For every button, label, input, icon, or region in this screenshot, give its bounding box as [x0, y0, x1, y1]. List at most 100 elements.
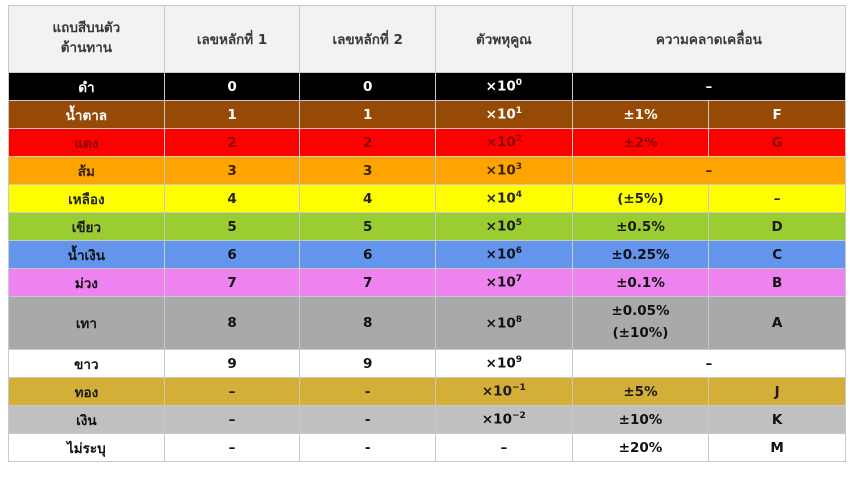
digit2-cell: 0	[299, 72, 437, 101]
header-band-color-line2: ต้านทาน	[60, 40, 113, 56]
multiplier-exponent: 3	[515, 162, 523, 173]
resistor-color-code-table-container: แถบสีบนตัว ต้านทาน เลขหลักที่ 1 เลขหลักท…	[8, 5, 847, 462]
tolerance-cell: ±20%	[571, 433, 710, 462]
multiplier-exponent: −2	[511, 411, 526, 422]
multiplier-cell: ×10−1	[435, 377, 573, 406]
multiplier-cell: ×105	[435, 212, 573, 241]
band-color-cell: เทา	[8, 296, 165, 350]
digit2-cell: -	[299, 377, 437, 406]
multiplier-base: ×10	[485, 246, 516, 263]
tolerance-cell: ±10%	[571, 405, 710, 434]
header-digit2: เลขหลักที่ 2	[299, 5, 437, 73]
multiplier-base: ×10	[485, 190, 516, 207]
multiplier-base: ×10	[481, 383, 512, 400]
table-row: แดง 2 2 ×102 ±2% G	[8, 128, 846, 157]
header-tolerance: ความคลาดเคลื่อน	[571, 5, 847, 73]
digit2-cell: 8	[299, 296, 437, 350]
tolerance-code-cell: F	[708, 100, 846, 129]
tolerance-code-cell: C	[708, 240, 846, 269]
digit1-cell: 4	[163, 184, 301, 213]
multiplier-exponent: 2	[515, 134, 523, 145]
table-row: ไม่ระบุ – - – ±20% M	[8, 433, 846, 462]
tolerance-cell: –	[571, 349, 847, 378]
band-color-cell: ทอง	[8, 377, 165, 406]
multiplier-base: ×10	[485, 78, 516, 95]
tolerance-code-cell: B	[708, 268, 846, 297]
tolerance-cell: ±0.05% (±10%)	[571, 296, 710, 350]
digit1-cell: 1	[163, 100, 301, 129]
table-row: ส้ม 3 3 ×103–	[8, 156, 847, 185]
digit1-cell: 9	[163, 349, 301, 378]
table-row: ขาว 9 9 ×109–	[8, 349, 847, 378]
multiplier-exponent: 7	[515, 274, 523, 285]
multiplier-base: ×10	[485, 134, 516, 151]
band-color-cell: เขียว	[8, 212, 165, 241]
band-color-cell: ม่วง	[8, 268, 165, 297]
tolerance-code-cell: –	[708, 184, 846, 213]
band-color-cell: น้ำตาล	[8, 100, 165, 129]
multiplier-cell: ×100	[435, 72, 573, 101]
multiplier-base: ×10	[485, 355, 516, 372]
tolerance-cell: (±5%)	[571, 184, 710, 213]
digit1-cell: 8	[163, 296, 301, 350]
digit1-cell: 3	[163, 156, 301, 185]
band-color-cell: ส้ม	[8, 156, 165, 185]
tolerance-code-cell: K	[708, 405, 846, 434]
digit2-cell: -	[299, 433, 437, 462]
multiplier-exponent: −1	[511, 383, 526, 394]
digit1-cell: –	[163, 405, 301, 434]
table-row: น้ำเงิน 6 6 ×106 ±0.25% C	[8, 240, 846, 269]
digit2-cell: 6	[299, 240, 437, 269]
tolerance-cell: ±2%	[571, 128, 710, 157]
multiplier-cell: ×107	[435, 268, 573, 297]
table-row: เหลือง 4 4 ×104 (±5%) –	[8, 184, 846, 213]
tolerance-code-cell: M	[708, 433, 846, 462]
multiplier-base: –	[500, 439, 508, 456]
band-color-cell: เงิน	[8, 405, 165, 434]
band-color-cell: ขาว	[8, 349, 165, 378]
multiplier-exponent: 0	[515, 78, 523, 89]
multiplier-base: ×10	[485, 315, 516, 332]
band-color-cell: น้ำเงิน	[8, 240, 165, 269]
band-color-cell: ไม่ระบุ	[8, 433, 165, 462]
digit1-cell: 6	[163, 240, 301, 269]
tolerance-value: ±0.05%	[611, 303, 670, 320]
digit2-cell: 5	[299, 212, 437, 241]
tolerance-cell: ±0.1%	[571, 268, 710, 297]
multiplier-base: ×10	[481, 411, 512, 428]
digit2-cell: 3	[299, 156, 437, 185]
tolerance-value-alt: (±10%)	[612, 325, 669, 341]
table-row: น้ำตาล 1 1 ×101 ±1% F	[8, 100, 846, 129]
table-row: ม่วง 7 7 ×107 ±0.1% B	[8, 268, 846, 297]
multiplier-exponent: 5	[515, 218, 523, 229]
tolerance-code-cell: A	[708, 296, 846, 350]
table-row: เทา 8 8 ×108 ±0.05% (±10%) A	[8, 296, 846, 350]
digit1-cell: 5	[163, 212, 301, 241]
tolerance-code-cell: G	[708, 128, 846, 157]
table-row: ทอง – - ×10−1 ±5% J	[8, 377, 846, 406]
header-digit1: เลขหลักที่ 1	[163, 5, 301, 73]
multiplier-exponent: 9	[515, 355, 523, 366]
digit2-cell: 4	[299, 184, 437, 213]
multiplier-exponent: 6	[515, 246, 523, 257]
table-row: เขียว 5 5 ×105 ±0.5% D	[8, 212, 846, 241]
table-row: ดำ 0 0 ×100–	[8, 72, 847, 101]
band-color-cell: แดง	[8, 128, 165, 157]
digit2-cell: 9	[299, 349, 437, 378]
multiplier-base: ×10	[485, 106, 516, 123]
multiplier-cell: –	[435, 433, 573, 462]
tolerance-cell: ±0.25%	[571, 240, 710, 269]
digit1-cell: –	[163, 433, 301, 462]
header-multiplier: ตัวพหุคูณ	[435, 5, 573, 73]
multiplier-exponent: 8	[515, 314, 523, 325]
header-row: แถบสีบนตัว ต้านทาน เลขหลักที่ 1 เลขหลักท…	[8, 5, 847, 73]
multiplier-cell: ×102	[435, 128, 573, 157]
multiplier-exponent: 1	[515, 106, 523, 117]
digit2-cell: 2	[299, 128, 437, 157]
table-body: ดำ 0 0 ×100– น้ำตาล 1 1 ×101 ±1% F แดง 2 2 ×102 ±2% G ส้…	[8, 72, 847, 462]
digit2-cell: 7	[299, 268, 437, 297]
digit2-cell: -	[299, 405, 437, 434]
digit1-cell: 2	[163, 128, 301, 157]
multiplier-cell: ×108	[435, 296, 573, 350]
multiplier-cell: ×104	[435, 184, 573, 213]
